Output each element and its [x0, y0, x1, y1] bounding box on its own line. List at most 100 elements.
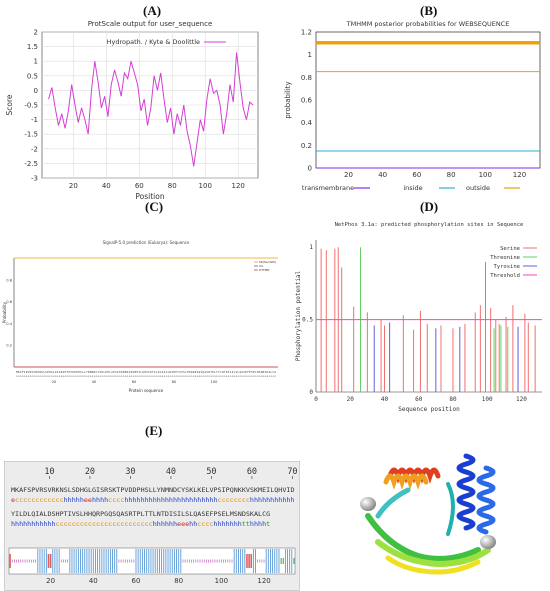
chart-a-ytick-label: -1.5 [24, 131, 38, 139]
chart-c-legend-label: OTHER [259, 268, 269, 272]
chart-c-ytick-label: 0.4 [6, 322, 12, 326]
protein-3d-structure [338, 446, 538, 588]
chart-a-xtick-label: 40 [102, 182, 111, 190]
chart-d-xtick-label: 40 [381, 396, 389, 403]
chart-c-xtick-label: 60 [132, 380, 136, 384]
sopma-bar-tick-label: 40 [89, 577, 98, 585]
chart-a-ytick-label: 2 [34, 29, 38, 37]
ion-sphere-left [360, 497, 376, 511]
chart-a-ytick-label: 0.5 [27, 72, 38, 80]
chart-d-ytick-label: 0.5 [302, 317, 313, 324]
chart-a-ytick-label: 1.5 [27, 43, 38, 51]
sopma-ruler-label: 60 [247, 467, 257, 477]
chart-a-series-line [48, 52, 254, 167]
sopma-structure-row1: ecccccccccccchhhhheehhhhcccchhhhhhhhhhhh… [11, 497, 295, 504]
chart-b-ytick-label: 0.6 [301, 97, 313, 105]
chart-a-ytick-label: -2.5 [24, 160, 38, 168]
chart-b-ytick-label: 0.2 [301, 142, 312, 150]
chart-c-legend-label: SP(Sec/SPI) [259, 260, 276, 264]
chart-b-xtick-label: 100 [479, 171, 492, 179]
chart-c-ytick-label: 0.2 [6, 344, 12, 348]
chart-d-ylabel: Phosphorylation potential [295, 270, 302, 361]
chart-b-xtick-label: 120 [513, 171, 526, 179]
sopma-sequence-row1: MKAFSPVRSVRKNSLSDHGLGISRSKTPVDDPHSLLYNMN… [11, 487, 295, 494]
chart-a-ytick-label: -0.5 [24, 102, 38, 110]
chart-c-xlabel: Protein sequence [129, 388, 164, 393]
panel-c-letter: (C) [145, 199, 164, 214]
chart-a-hydropathy: ProtScale output for user_sequence21.510… [5, 20, 259, 201]
sopma-figure: 10 20 30 40 50 60 70 MKAFSPVRSVRKNSLSDHGLGISRSK… [8, 467, 298, 585]
chart-d-ytick-label: 0 [309, 389, 313, 396]
chart-b-ytick-label: 1 [308, 51, 312, 59]
panel-d-letter: (D) [420, 199, 439, 214]
chart-a-ytick-label: 1 [34, 58, 38, 66]
chart-d-xtick-label: 20 [347, 396, 355, 403]
chart-c-sequence-row: M K A F S P V R S V R K N S L S D H G L … [16, 370, 276, 374]
chart-d-legend-label: Threonine [490, 255, 520, 261]
chart-d-legend-label: Serine [500, 246, 520, 252]
chart-b-ytick-label: 0 [308, 165, 312, 173]
chart-a-ytick-label: -2 [31, 145, 38, 153]
chart-c-xtick-label: 100 [211, 380, 218, 384]
chart-a-xtick-label: 80 [168, 182, 177, 190]
chart-a-ytick-label: -1 [31, 116, 38, 124]
chart-b-title: TMHMM posterior probabilities for WEBSEQ… [346, 20, 510, 28]
chart-c-xtick-label: 40 [92, 380, 96, 384]
chart-c-title: SignalP-5.0 prediction (Eukarya): Sequen… [103, 240, 190, 245]
chart-b-ytick-label: 0.4 [301, 119, 313, 127]
protein-ribbon-image [360, 453, 496, 575]
chart-a-xtick-label: 100 [199, 182, 212, 190]
chart-a-legend-label: Hydropath. / Kyte & Doolittle [107, 38, 200, 46]
panel-a-letter: (A) [143, 3, 162, 18]
chart-b-legend-label: inside [403, 184, 422, 192]
chart-a-ytick-label: -3 [31, 175, 38, 183]
chart-c-ytick-label: 0.8 [6, 278, 12, 282]
chart-d-title: NetPhos 3.1a: predicted phosphorylation … [335, 222, 524, 228]
chart-d-xtick-label: 0 [314, 396, 318, 403]
chart-a-title: ProtScale output for user_sequence [88, 20, 213, 28]
sopma-bar-strip [8, 547, 296, 575]
ion-sphere-right [480, 535, 496, 549]
panel-e-letter: (E) [145, 423, 163, 438]
chart-b-xtick-label: 20 [344, 171, 353, 179]
chart-b-ylabel: probability [284, 81, 292, 118]
chart-c-position-row: o o o o o o o o o o o o o o o o o o o o … [16, 375, 276, 378]
chart-c-xtick-label: 20 [52, 380, 56, 384]
sopma-structure-row2: hhhhhhhhhhhcccccccccccccccccccccccchhhhh… [11, 521, 270, 528]
chart-d-netphos: NetPhos 3.1a: predicted phosphorylation … [295, 222, 542, 413]
chart-c-legend-label: CS [259, 264, 263, 268]
sopma-sequence-row2: YILDLQIALDSHPTIVSLHHQRPGQSQASRTPLTTLNTDI… [11, 511, 270, 518]
sopma-bar-tick-label: 80 [174, 577, 183, 585]
chart-d-legend-label: Threshold [490, 273, 520, 279]
chart-b-xtick-label: 40 [378, 171, 387, 179]
sopma-panel: 10 20 30 40 50 60 70 MKAFSPVRSVRKNSLSDHGLGISRSK… [4, 461, 300, 591]
chart-c-signalp: SignalP-5.0 prediction (Eukarya): Sequen… [2, 240, 278, 393]
chart-c-ytick-label: 0.6 [6, 300, 12, 304]
chart-a-xtick-label: 120 [232, 182, 245, 190]
chart-a-ylabel: Score [5, 94, 14, 115]
chart-b-plot-area [315, 31, 541, 169]
chart-b-topband [316, 41, 540, 45]
chart-d-xtick-label: 100 [482, 396, 493, 403]
sopma-bar-tick-label: 20 [46, 577, 55, 585]
sopma-ruler-label: 10 [44, 467, 54, 477]
chart-d-xtick-label: 60 [415, 396, 423, 403]
sopma-bar-tick-label: 60 [132, 577, 141, 585]
chart-a-ytick-label: 0 [34, 87, 38, 95]
chart-d-xlabel: Sequence position [398, 406, 460, 413]
chart-b-legend-label: outside [466, 184, 490, 192]
sopma-ruler-label: 40 [166, 467, 176, 477]
chart-d-xtick-label: 80 [449, 396, 457, 403]
panel-b-letter: (B) [420, 3, 438, 18]
chart-b-xtick-label: 60 [412, 171, 421, 179]
chart-b-ytick-label: 1.2 [301, 29, 312, 37]
sopma-ruler-label: 30 [125, 467, 135, 477]
chart-b-xtick-label: 80 [447, 171, 456, 179]
chart-b-legend-label: transmembrane [302, 184, 354, 192]
chart-d-ytick-label: 1 [309, 244, 313, 251]
chart-b-ytick-label: 0.8 [301, 74, 312, 82]
chart-b-tmhmm: TMHMM posterior probabilities for WEBSEQ… [284, 20, 541, 192]
sopma-bar-tick-label: 120 [257, 577, 270, 585]
chart-c-xtick-label: 80 [172, 380, 176, 384]
chart-c-ylabel: Probability [2, 301, 7, 323]
